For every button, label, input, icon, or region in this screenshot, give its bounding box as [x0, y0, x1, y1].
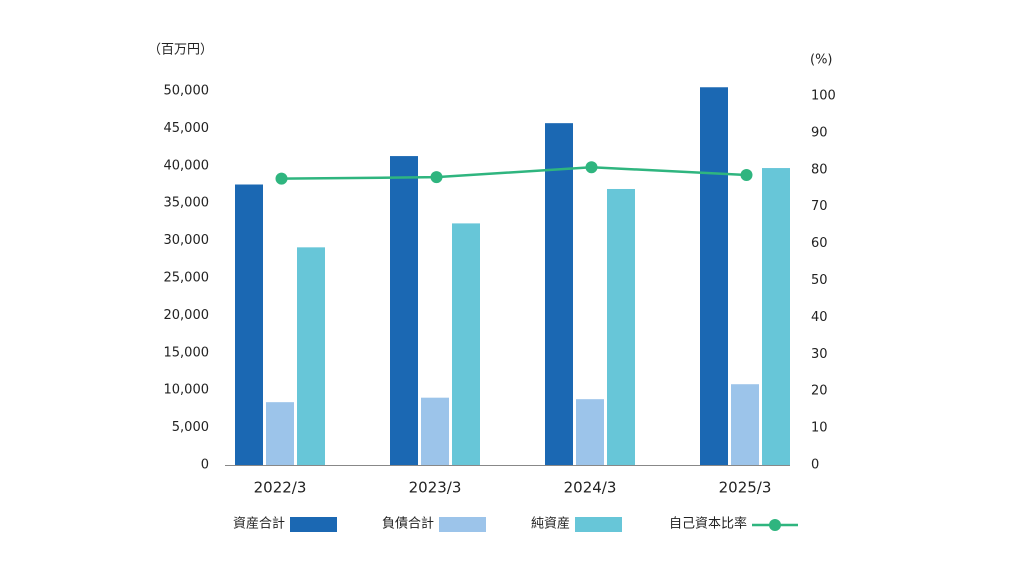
bar	[452, 223, 480, 465]
y-tick-label: 50,000	[164, 84, 210, 99]
legend-label: 負債合計	[382, 516, 434, 532]
y-tick-label: 5,000	[172, 420, 209, 435]
y2-tick-label: 30	[811, 347, 828, 362]
legend-label: 資産合計	[233, 516, 285, 532]
legend-swatch	[575, 517, 622, 532]
y2-tick-label: 60	[811, 236, 828, 251]
legend-swatch	[769, 519, 781, 531]
x-tick-label: 2023/3	[409, 479, 462, 497]
y-tick-label: 10,000	[164, 383, 210, 398]
y2-tick-label: 80	[811, 162, 828, 177]
y2-tick-label: 90	[811, 125, 828, 140]
x-tick-label: 2022/3	[254, 479, 307, 497]
bar	[545, 123, 573, 465]
bar	[297, 247, 325, 465]
y-tick-label: 25,000	[164, 271, 210, 286]
bar	[421, 397, 449, 465]
line	[281, 165, 747, 180]
y2-tick-label: 40	[811, 310, 828, 325]
bar	[576, 399, 604, 465]
line-point	[740, 168, 753, 181]
y2-tick-label: 100	[811, 89, 836, 104]
legend-label: 純資産	[531, 516, 570, 532]
y-tick-label: 20,000	[164, 308, 210, 323]
bar	[762, 168, 790, 465]
x-tick-label: 2025/3	[719, 479, 772, 497]
bar	[266, 402, 294, 465]
y2-tick-label: 0	[811, 458, 819, 473]
y2-tick-label: 50	[811, 273, 828, 288]
y2-unit: (%)	[810, 53, 833, 68]
y2-tick-label: 70	[811, 199, 828, 214]
legend-swatch	[290, 517, 337, 532]
y-tick-label: 40,000	[164, 158, 210, 173]
line-point	[430, 171, 443, 184]
bar	[731, 384, 759, 465]
y2-tick-label: 10	[811, 421, 828, 436]
x-tick-label: 2024/3	[564, 479, 617, 497]
line-point	[275, 172, 288, 185]
legend-label: 自己資本比率	[669, 516, 747, 532]
bar	[607, 188, 635, 465]
y-unit: （百万円）	[148, 43, 213, 58]
y-tick-label: 35,000	[164, 196, 210, 211]
line-point	[585, 161, 598, 174]
y2-tick-label: 20	[811, 384, 828, 399]
y-tick-label: 45,000	[164, 121, 210, 136]
legend-swatch	[439, 517, 486, 532]
bar	[235, 184, 263, 465]
bar	[700, 87, 728, 465]
bar	[390, 156, 418, 466]
y-tick-label: 30,000	[164, 233, 210, 248]
y-tick-label: 0	[201, 458, 209, 473]
y-tick-label: 15,000	[164, 345, 210, 360]
